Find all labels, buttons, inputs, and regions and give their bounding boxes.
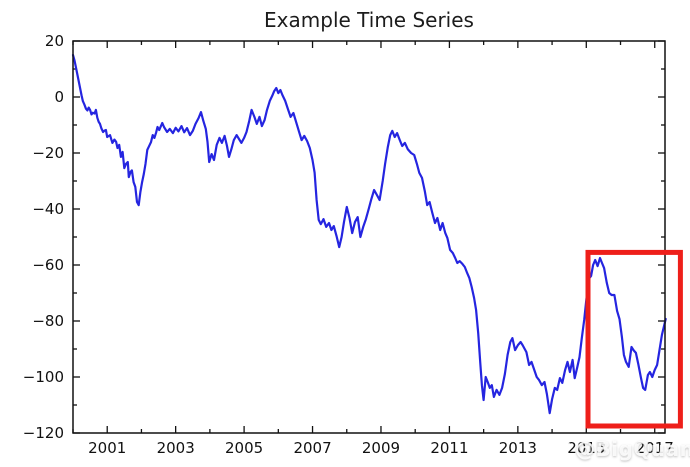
y-axis-tick-label: −20 bbox=[32, 144, 64, 162]
chart-title: Example Time Series bbox=[264, 8, 474, 32]
x-axis-tick-label: 2009 bbox=[362, 439, 400, 457]
y-axis-tick-label: −80 bbox=[32, 312, 64, 330]
time-series-line bbox=[71, 53, 667, 415]
x-axis-tick-label: 2011 bbox=[430, 439, 468, 457]
y-axis-tick-label: −100 bbox=[23, 368, 64, 386]
highlight-recent-period bbox=[585, 249, 683, 429]
y-axis-tick-label: 0 bbox=[54, 88, 64, 106]
y-axis-tick-label: −60 bbox=[32, 256, 64, 274]
x-axis-tick-label: 2001 bbox=[88, 439, 126, 457]
y-axis-tick-label: −120 bbox=[23, 424, 64, 442]
y-axis-tick-label: −40 bbox=[32, 200, 64, 218]
x-axis-tick-label: 2003 bbox=[157, 439, 195, 457]
x-axis-tick-label: 2007 bbox=[293, 439, 331, 457]
x-axis-tick-label: 2005 bbox=[225, 439, 263, 457]
y-axis-tick-label: 20 bbox=[45, 32, 64, 50]
x-axis-tick-label: 2013 bbox=[499, 439, 537, 457]
plot-border bbox=[72, 40, 666, 434]
x-axis-tick-label: 2015 bbox=[567, 439, 605, 457]
x-axis-tick-label: 2017 bbox=[636, 439, 674, 457]
